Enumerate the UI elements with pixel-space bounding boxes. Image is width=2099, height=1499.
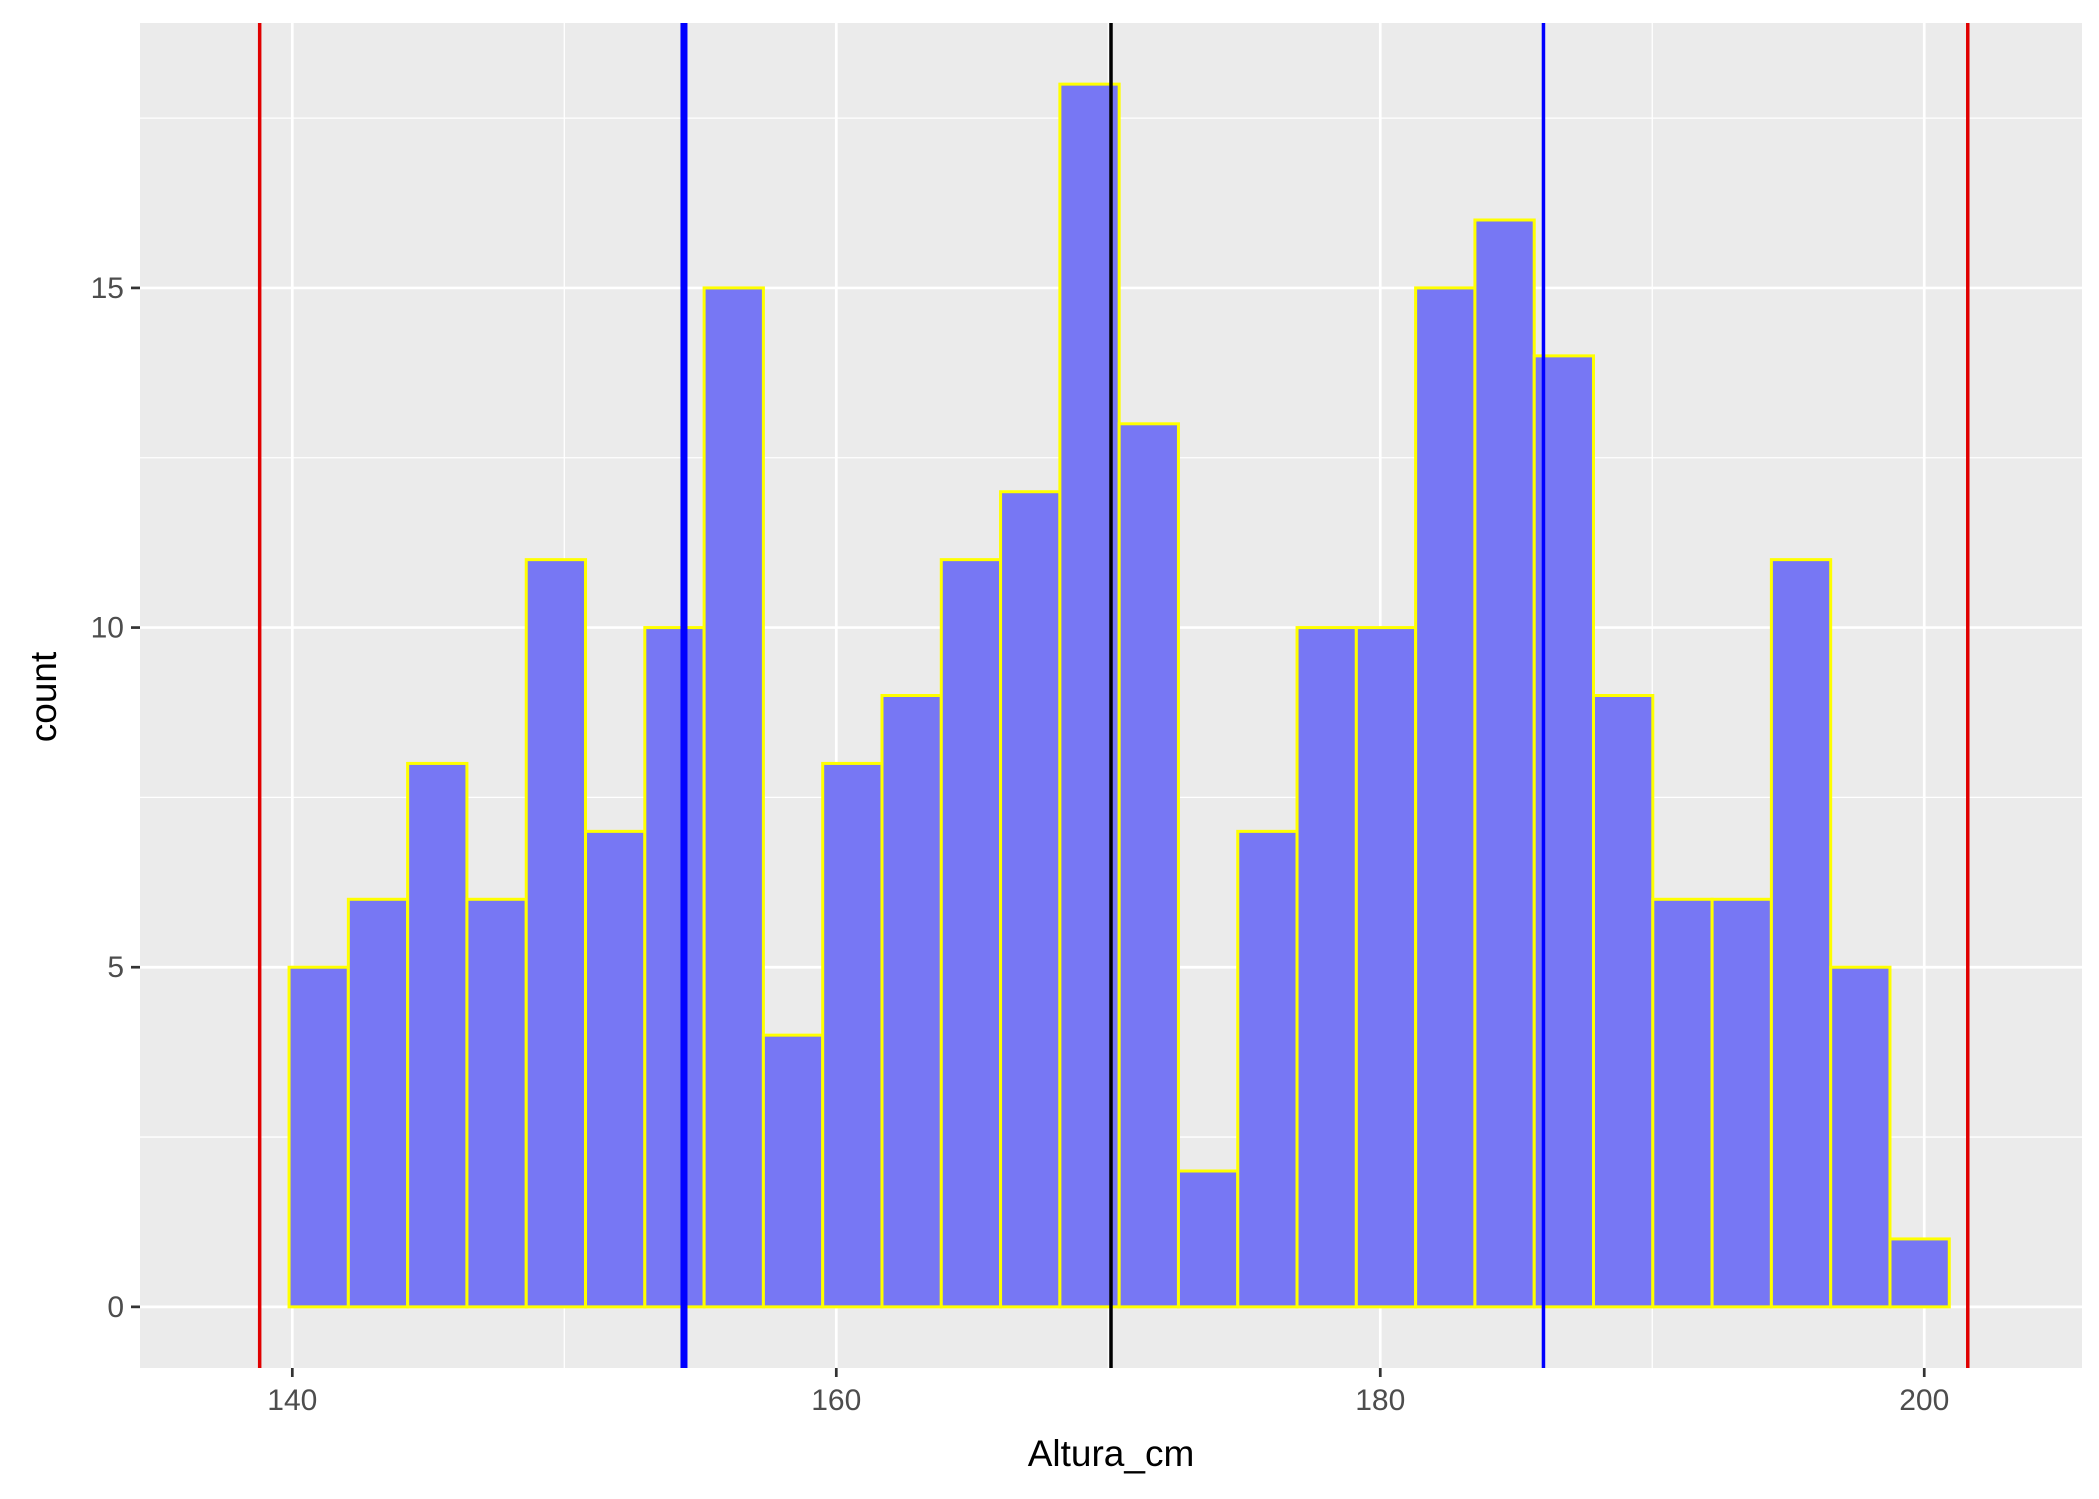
histogram-bar (465, 897, 528, 1309)
histogram-bar (1414, 286, 1477, 1309)
histogram-bar (1592, 694, 1655, 1309)
x-tick-label: 160 (811, 1384, 861, 1417)
histogram-bar (999, 490, 1062, 1309)
histogram-bar (1829, 965, 1892, 1309)
y-tick-label: 10 (91, 612, 124, 645)
histogram-bar (406, 761, 469, 1309)
y-tick-label: 5 (107, 951, 124, 984)
histogram-bar (1295, 626, 1358, 1309)
x-tick-label: 180 (1355, 1384, 1405, 1417)
histogram-bar (1117, 422, 1180, 1309)
histogram-bar (643, 626, 706, 1309)
histogram-bar (584, 829, 647, 1309)
axes-layer: 140 160 180 200 0 5 10 15 (91, 272, 1950, 1417)
histogram-bar (939, 558, 1003, 1309)
histogram-bar (1888, 1237, 1951, 1309)
histogram-bar (1651, 897, 1714, 1309)
x-tick-label: 200 (1899, 1384, 1949, 1417)
histogram-bar (1176, 1169, 1240, 1309)
y-tick-label: 15 (91, 272, 124, 305)
x-tick-label: 140 (267, 1384, 317, 1417)
histogram-bar (346, 897, 410, 1309)
histogram-bar (821, 761, 884, 1309)
bars-layer (287, 82, 1951, 1309)
histogram-bar (1473, 218, 1536, 1309)
y-tick-label: 0 (107, 1291, 124, 1324)
histogram-bar (880, 694, 943, 1309)
y-axis-title: count (23, 651, 64, 742)
histogram-bar (1769, 558, 1833, 1309)
histogram-bar (702, 286, 765, 1309)
x-axis-title: Altura_cm (1028, 1433, 1195, 1474)
reference-lines-layer (257, 23, 1970, 1368)
histogram-bar (287, 965, 350, 1309)
histogram-bar (1710, 897, 1773, 1309)
histogram-bar (1354, 626, 1418, 1309)
histogram-bar (524, 558, 588, 1309)
histogram-bar (1236, 829, 1299, 1309)
histogram-bar (761, 1033, 825, 1309)
